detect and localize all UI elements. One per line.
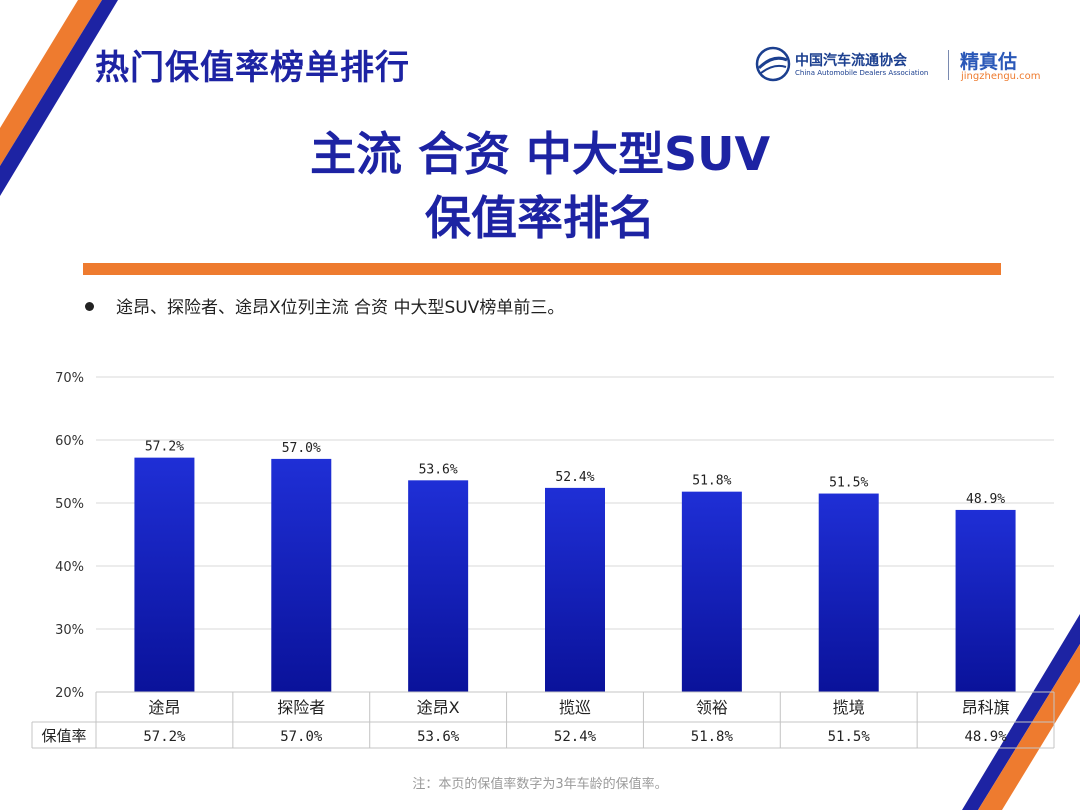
corner-stripes-decoration — [962, 614, 1080, 810]
table-value: 57.2% — [143, 729, 186, 745]
title-divider-bar — [83, 263, 1001, 275]
category-label: 揽境 — [833, 698, 865, 717]
y-tick-label: 70% — [55, 371, 84, 386]
summary-text: 途昂、探险者、途昂X位列主流 合资 中大型SUV榜单前三。 — [116, 298, 565, 318]
corner-stripes-decoration — [0, 0, 118, 196]
retention-rate-bar-chart: 20% 30% 40% 50% 60% 70% 57.2% 57.0% 53.6% 52.4% 5… — [31, 371, 1055, 749]
cada-logo-icon — [755, 46, 791, 82]
table-value: 51.8% — [691, 729, 734, 745]
y-tick-label: 20% — [55, 686, 84, 701]
bar — [681, 491, 742, 692]
cada-english-name: China Automobile Dealers Association — [795, 69, 929, 77]
data-label: 48.9% — [966, 492, 1005, 507]
partner-logos: 中国汽车流通协会 China Automobile Dealers Associ… — [755, 44, 1045, 88]
table-value: 53.6% — [417, 729, 460, 745]
main-title: 主流 合资 中大型SUV 保值率排名 — [0, 122, 1080, 250]
table-row-label: 保值率 — [41, 727, 86, 745]
category-label: 途昂 — [148, 698, 180, 717]
y-tick-label: 60% — [55, 434, 84, 449]
y-tick-label: 40% — [55, 560, 84, 575]
data-label: 57.2% — [145, 440, 184, 455]
y-tick-label: 30% — [55, 623, 84, 638]
table-value: 57.0% — [280, 729, 323, 745]
bar — [271, 458, 332, 692]
category-label: 途昂X — [417, 698, 460, 717]
y-tick-label: 50% — [55, 497, 84, 512]
cada-name: 中国汽车流通协会 — [795, 53, 907, 69]
data-label: 53.6% — [419, 462, 458, 477]
table-value: 51.5% — [828, 729, 871, 745]
main-title-line-2: 保值率排名 — [425, 191, 655, 245]
category-label: 昂科旗 — [962, 698, 1010, 717]
jzg-logo-text: 精真估 — [960, 51, 1018, 73]
category-label: 探险者 — [277, 698, 325, 717]
footnote: 注：本页的保值率数字为3年车龄的保值率。 — [412, 777, 668, 792]
category-label: 领裕 — [696, 698, 728, 717]
data-label: 51.5% — [829, 476, 868, 491]
summary-bullet: 途昂、探险者、途昂X位列主流 合资 中大型SUV榜单前三。 — [85, 293, 564, 318]
bar — [408, 480, 469, 692]
data-label: 52.4% — [555, 470, 594, 485]
data-label: 51.8% — [692, 474, 731, 489]
category-label: 揽巡 — [559, 698, 591, 717]
main-title-line-1: 主流 合资 中大型SUV — [309, 127, 771, 181]
jzg-website: jingzhengu.com — [961, 71, 1041, 82]
page-title: 热门保值率榜单排行 — [95, 48, 410, 88]
logo-divider — [948, 50, 949, 80]
data-label: 57.0% — [282, 441, 321, 456]
bar — [818, 493, 879, 692]
bar — [955, 509, 1016, 692]
bar — [134, 457, 195, 692]
table-value: 48.9% — [964, 729, 1007, 745]
bullet-dot-icon — [85, 301, 94, 311]
bar — [545, 487, 605, 692]
table-value: 52.4% — [554, 729, 597, 745]
